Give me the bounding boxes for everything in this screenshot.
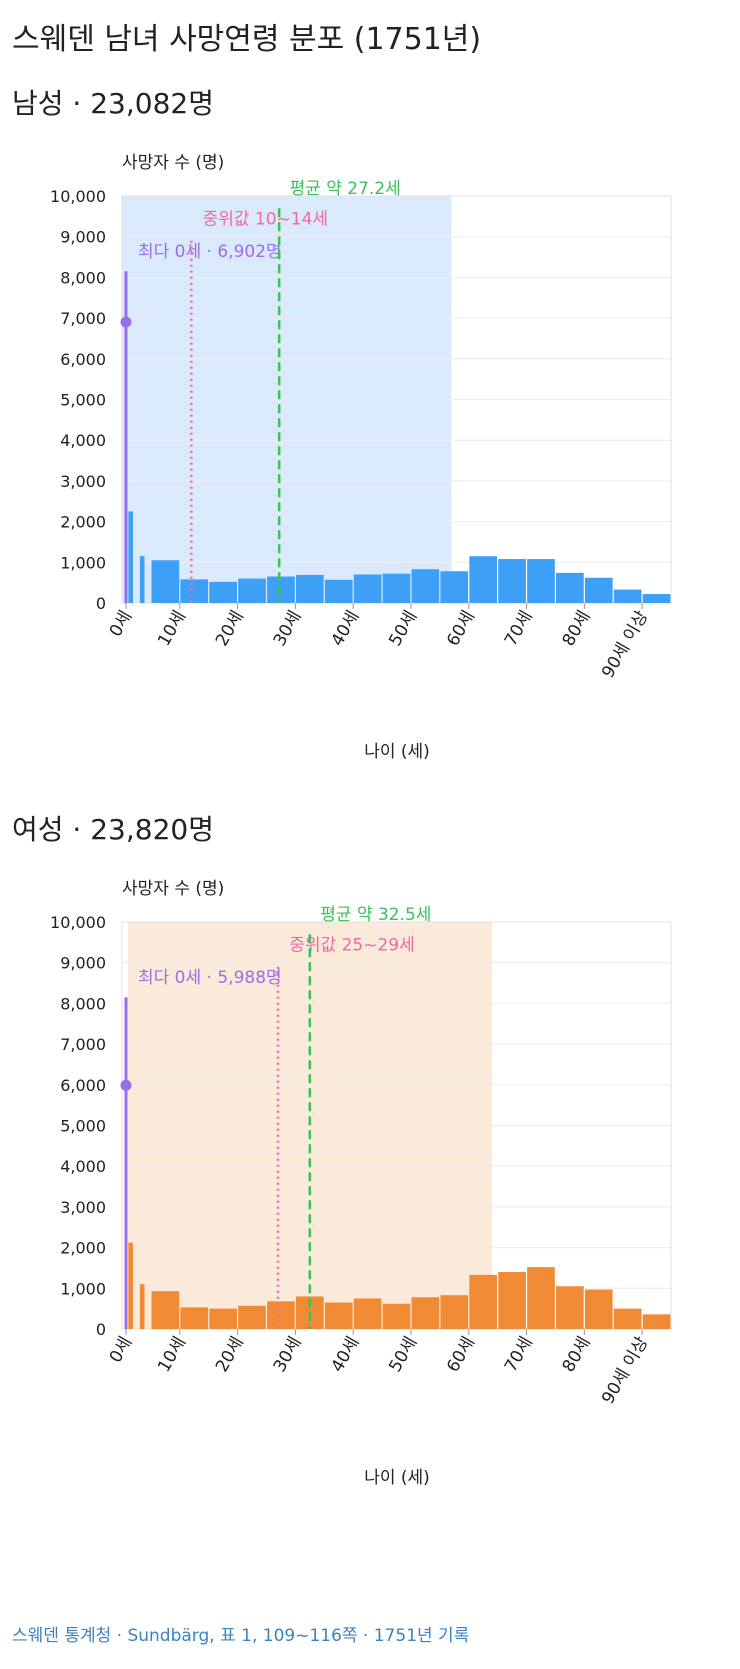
x-tick-label: 70세 (501, 1334, 537, 1376)
male-section-title: 남성 · 23,082명 (12, 87, 214, 120)
x-tick-label: 30세 (270, 1334, 306, 1376)
female-section-title: 여성 · 23,820명 (12, 813, 214, 846)
x-tick-label: 10세 (154, 1334, 190, 1376)
y-tick-label: 9,000 (60, 228, 106, 247)
histogram-bar (440, 571, 469, 603)
histogram-bar (382, 573, 411, 603)
histogram-bar (180, 1307, 209, 1329)
x-axis-title: 나이 (세) (364, 1468, 430, 1488)
y-tick-label: 1,000 (60, 1279, 106, 1298)
median-label: 중위값 25~29세 (289, 935, 414, 955)
median-label: 중위값 10~14세 (203, 209, 328, 229)
y-axis-title: 사망자 수 (명) (122, 153, 224, 173)
female-death-age-chart: 사망자 수 (명) 0 1,000 2,000 3,000 4,000 5,000 6,000… (50, 879, 672, 1488)
x-tick-label: 0세 (106, 608, 137, 641)
x-tick-label: 50세 (385, 608, 421, 650)
histogram-bar (128, 511, 133, 603)
histogram-bar (295, 574, 324, 603)
x-tick-label: 0세 (106, 1334, 137, 1367)
histogram-bar (527, 1267, 555, 1329)
histogram-bar (584, 577, 613, 603)
y-tick-label: 5,000 (60, 391, 106, 410)
histogram-bar (209, 1308, 237, 1329)
histogram-bar (382, 1303, 411, 1329)
histogram-bar (180, 579, 209, 603)
y-tick-label: 3,000 (60, 472, 106, 491)
x-tick-label: 30세 (270, 608, 306, 650)
page-title: 스웨덴 남녀 사망연령 분포 (1751년) (12, 22, 482, 57)
histogram-bar (324, 579, 353, 603)
histogram-bar (139, 1284, 145, 1329)
mode-marker (120, 316, 132, 328)
histogram-bar (238, 578, 266, 603)
y-tick-label: 10,000 (50, 187, 106, 206)
x-tick-label: 40세 (328, 608, 364, 650)
histogram-bar (267, 1301, 295, 1329)
histogram-bar (353, 574, 382, 603)
y-tick-label: 4,000 (60, 431, 106, 450)
histogram-bar (411, 569, 440, 603)
histogram-bar (613, 589, 642, 603)
histogram-bar (642, 1314, 671, 1329)
x-tick-label: 60세 (443, 608, 479, 650)
y-tick-label: 6,000 (60, 1076, 106, 1095)
x-tick-label: 80세 (559, 1334, 595, 1376)
histogram-bar (151, 560, 180, 603)
y-tick-label: 6,000 (60, 350, 106, 369)
histogram-bar (139, 556, 145, 603)
histogram-bar (151, 1291, 180, 1329)
y-tick-label: 2,000 (60, 513, 106, 532)
histogram-bar (584, 1289, 613, 1329)
male-death-age-chart: 사망자 수 (명) 0 1,000 2,000 3,000 4,000 5,000 6,000… (50, 153, 672, 762)
histogram-bar (469, 556, 498, 603)
histogram-bar (498, 1272, 526, 1329)
histogram-bar (556, 572, 584, 603)
histogram-bar (267, 576, 295, 603)
histogram-bar (527, 559, 555, 603)
mode-label: 최다 0세 · 5,988명 (138, 968, 282, 988)
y-tick-label: 10,000 (50, 913, 106, 932)
y-tick-label: 8,000 (60, 268, 106, 287)
x-tick-label: 10세 (154, 608, 190, 650)
source-note[interactable]: 스웨덴 통계청 · Sundbärg, 표 1, 109~116쪽 · 1751… (12, 1626, 470, 1646)
y-tick-label: 5,000 (60, 1117, 106, 1136)
histogram-bar (498, 559, 526, 603)
x-tick-label: 80세 (559, 608, 595, 650)
histogram-bar (469, 1274, 498, 1329)
histogram-bar (642, 594, 671, 603)
mode-label: 최다 0세 · 6,902명 (138, 242, 282, 262)
y-tick-label: 0 (96, 1320, 106, 1339)
histogram-bar (238, 1305, 266, 1329)
histogram-bar (209, 581, 237, 603)
y-tick-label: 0 (96, 594, 106, 613)
histogram-bar (440, 1295, 469, 1329)
x-tick-label: 50세 (385, 1334, 421, 1376)
y-tick-label: 8,000 (60, 994, 106, 1013)
histogram-bar (556, 1286, 584, 1329)
histogram-bar (353, 1298, 382, 1329)
y-axis-title: 사망자 수 (명) (122, 879, 224, 899)
x-tick-label: 90세 이상 (598, 1333, 652, 1407)
histogram-bar (128, 1242, 133, 1329)
x-tick-label: 20세 (212, 608, 248, 650)
x-axis-title: 나이 (세) (364, 742, 430, 762)
mean-label: 평균 약 32.5세 (320, 905, 431, 925)
histogram-bar (324, 1302, 353, 1329)
y-tick-label: 7,000 (60, 1035, 106, 1054)
y-tick-label: 7,000 (60, 309, 106, 328)
histogram-bar (613, 1308, 642, 1329)
y-tick-label: 2,000 (60, 1239, 106, 1258)
x-tick-label: 90세 이상 (598, 607, 652, 681)
x-tick-label: 70세 (501, 608, 537, 650)
y-tick-label: 4,000 (60, 1157, 106, 1176)
x-tick-label: 40세 (328, 1334, 364, 1376)
x-tick-label: 60세 (443, 1334, 479, 1376)
mode-marker (120, 1079, 132, 1091)
y-tick-label: 1,000 (60, 553, 106, 572)
y-tick-label: 3,000 (60, 1198, 106, 1217)
x-tick-label: 20세 (212, 1334, 248, 1376)
histogram-bar (411, 1297, 440, 1329)
mean-label: 평균 약 27.2세 (290, 179, 401, 199)
y-tick-label: 9,000 (60, 954, 106, 973)
